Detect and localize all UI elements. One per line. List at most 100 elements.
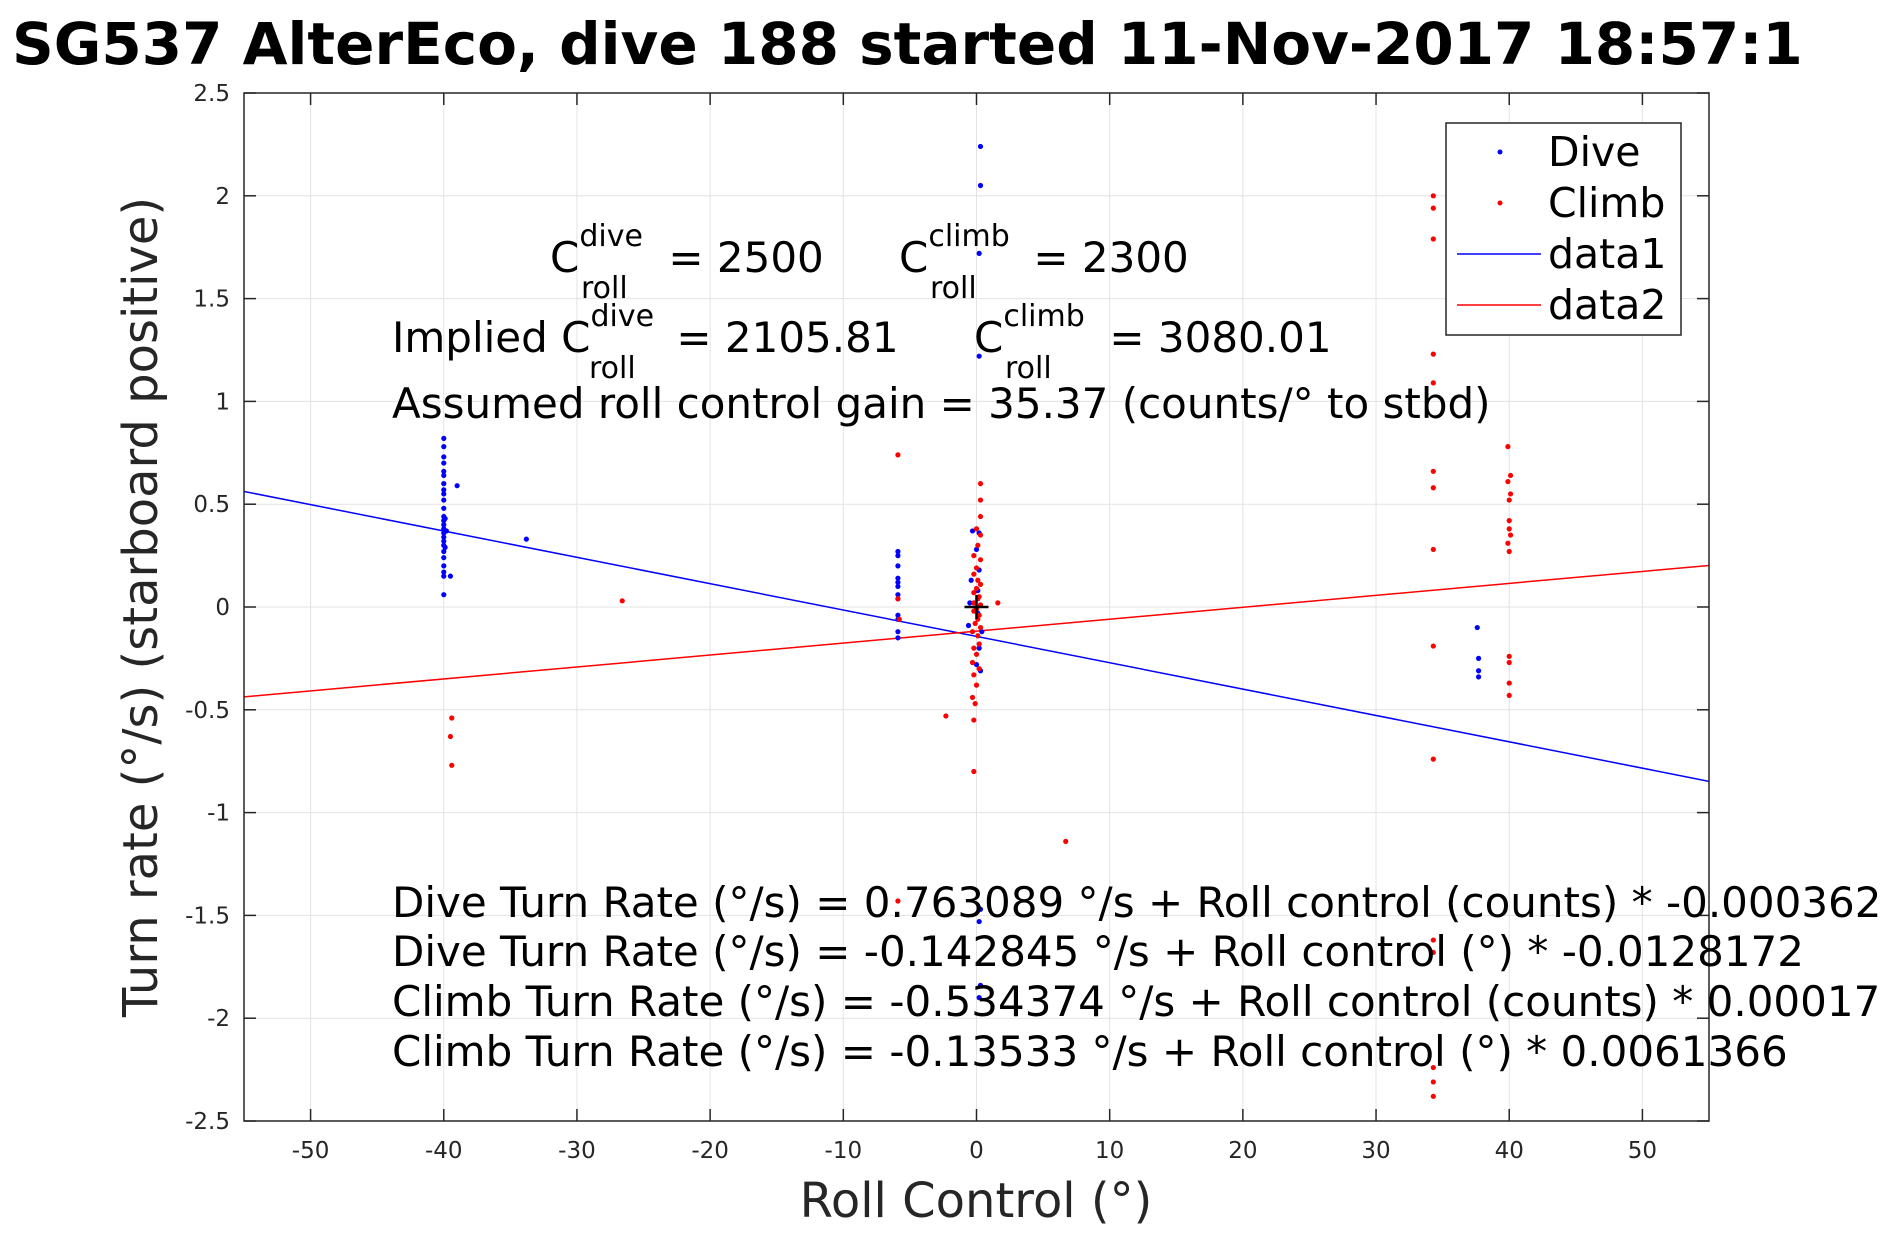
y-tick-label: 1.5 — [193, 287, 230, 313]
point-climb — [977, 624, 984, 631]
point-climb — [1507, 472, 1514, 479]
point-climb — [896, 616, 902, 622]
point-climb — [1506, 526, 1512, 532]
point-climb — [977, 532, 984, 538]
chart-title: SG537 AlterEco, dive 188 started 11-Nov-… — [12, 10, 1803, 78]
point-dive — [441, 472, 447, 479]
point-dive — [441, 555, 447, 561]
point-climb — [619, 598, 625, 604]
point-climb — [977, 481, 984, 487]
point-dive — [895, 635, 901, 641]
point-climb — [1506, 680, 1512, 686]
fit-line-data2 — [244, 564, 1709, 698]
point-dive — [523, 536, 529, 542]
point-dive — [965, 622, 972, 629]
point-climb — [447, 733, 454, 740]
point-climb — [449, 715, 455, 721]
point-dive — [895, 563, 901, 569]
legend-marker-dive — [1497, 149, 1503, 155]
point-dive — [977, 143, 984, 150]
c-climb-base: C — [899, 233, 928, 282]
point-climb — [973, 585, 980, 592]
point-dive — [441, 435, 447, 442]
legend-label-dive: Dive — [1548, 128, 1640, 176]
point-climb — [975, 577, 981, 583]
x-tick-label: -20 — [691, 1138, 729, 1164]
point-dive — [454, 483, 460, 489]
point-climb — [1506, 497, 1512, 503]
point-climb — [971, 645, 977, 651]
legend-label-climb: Climb — [1548, 179, 1665, 227]
point-dive — [895, 579, 901, 585]
point-dive — [441, 491, 447, 497]
point-climb — [972, 701, 978, 707]
point-dive — [895, 548, 901, 555]
point-dive — [441, 468, 447, 474]
point-climb — [1430, 643, 1436, 649]
point-climb — [971, 571, 977, 577]
point-dive — [447, 573, 454, 579]
point-dive — [976, 918, 982, 925]
point-climb — [971, 672, 977, 678]
point-dive — [442, 544, 448, 550]
axis-ticks: -50 -40 -30 -20 -10 0 10 20 30 40 50-2.5-2-1.5-1-0… — [185, 81, 1709, 1164]
implied-climb-sub: roll — [1005, 351, 1052, 386]
equation-dive-degrees: Dive Turn Rate (°/s) = -0.142845 °/s + R… — [392, 927, 1804, 976]
y-tick-label: -1.5 — [185, 903, 230, 929]
point-climb — [1430, 1064, 1436, 1071]
point-climb — [977, 513, 984, 520]
point-climb — [895, 596, 901, 602]
point-dive — [441, 505, 447, 511]
point-dive — [969, 528, 976, 534]
point-dive — [1475, 668, 1482, 674]
point-dive — [441, 573, 447, 579]
legend-label-data2: data2 — [1548, 281, 1666, 329]
x-tick-label: 30 — [1361, 1138, 1390, 1164]
point-dive — [895, 629, 901, 635]
y-tick-label: -0.5 — [185, 698, 230, 724]
point-climb — [977, 497, 984, 503]
point-climb — [1430, 193, 1436, 199]
y-tick-label: -1 — [207, 801, 230, 827]
c-climb-annotation: Cclimb roll = 2300 — [899, 219, 1189, 306]
point-dive — [441, 563, 447, 569]
point-climb — [1430, 937, 1436, 943]
point-climb — [1430, 1093, 1436, 1099]
point-climb — [1430, 756, 1436, 762]
point-dive — [977, 982, 984, 988]
point-dive — [441, 454, 447, 460]
point-dive — [1474, 624, 1480, 631]
x-tick-label: 50 — [1628, 1138, 1657, 1164]
y-tick-label: 1 — [215, 389, 230, 415]
c-dive-sup: dive — [579, 219, 643, 254]
point-dive — [441, 522, 447, 528]
point-dive — [441, 444, 447, 450]
point-dive — [895, 553, 901, 559]
c-dive-val: = 2500 — [655, 233, 824, 282]
point-dive — [895, 583, 901, 590]
point-climb — [973, 682, 980, 688]
point-climb — [971, 717, 977, 723]
point-climb — [1430, 468, 1436, 474]
x-tick-label: -50 — [292, 1138, 330, 1164]
c-climb-val: = 2300 — [1020, 233, 1189, 282]
point-dive — [442, 515, 448, 522]
c-climb-sub: roll — [930, 271, 977, 306]
annotations: Cdive roll = 2500 Cclimb roll = 2300 Impli… — [392, 219, 1882, 1076]
point-climb — [1430, 205, 1436, 211]
implied-dive-sup: dive — [590, 299, 654, 334]
point-climb — [977, 581, 984, 587]
point-climb — [973, 565, 980, 571]
implied-climb-annotation: Cclimb roll = 3080.01 — [974, 299, 1332, 386]
point-climb — [1507, 491, 1514, 497]
point-dive — [977, 906, 984, 912]
point-dive — [443, 528, 450, 534]
point-dive — [441, 548, 447, 555]
point-dive — [441, 497, 447, 503]
implied-prefix: Implied C — [392, 313, 590, 362]
implied-climb-sup: climb — [1003, 299, 1084, 334]
equation-dive-counts: Dive Turn Rate (°/s) = 0.763089 °/s + Ro… — [392, 878, 1882, 927]
point-climb — [976, 612, 982, 618]
point-climb — [1430, 546, 1436, 553]
point-climb — [971, 600, 977, 606]
